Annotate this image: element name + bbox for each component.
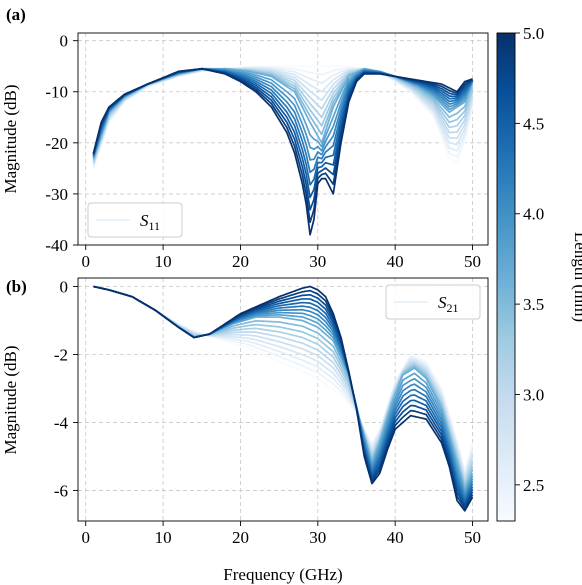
colorbar: 2.5 3.0 3.5 4.0 4.5 5.0 Length (mm) <box>496 24 582 522</box>
y-tick-label: -20 <box>45 134 68 153</box>
panel-b-legend: S21 <box>385 284 481 320</box>
y-tick-label: 0 <box>60 277 69 296</box>
y-tick-label: -2 <box>54 345 68 364</box>
x-tick-label: 10 <box>155 528 172 547</box>
svg-text:S21: S21 <box>438 293 459 315</box>
y-tick-label: -40 <box>45 236 68 255</box>
panel-a-legend-box <box>87 202 183 238</box>
x-tick-label: 0 <box>81 528 90 547</box>
panel-a-legend-main: S <box>140 211 149 230</box>
x-tick-label: 40 <box>387 528 404 547</box>
panel-a-frame <box>77 32 489 246</box>
svg-text:S11: S11 <box>140 211 160 233</box>
panel-a: 0 10 20 30 40 500-10-20-30-40 Magnitude (dB) … <box>1 5 489 271</box>
x-tick-label: 40 <box>387 252 404 271</box>
panel-b-ticks: 0 10 20 30 40 50 0 -2 -4 -6 <box>54 277 481 547</box>
y-tick-label: -10 <box>45 83 68 102</box>
series-line <box>92 67 473 236</box>
x-tick-label: 10 <box>155 252 172 271</box>
colorbar-tick-label: 5.0 <box>523 24 544 43</box>
colorbar-tick-label: 3.0 <box>523 385 544 404</box>
x-tick-label: 20 <box>232 528 249 547</box>
colorbar-tick-label: 3.5 <box>523 295 544 314</box>
panel-b: 0 10 20 30 40 50 0 -2 -4 -6 Magnitude (dB) (b) S2… <box>1 277 489 547</box>
colorbar-tick-label: 4.0 <box>523 205 544 224</box>
panel-a-ticks: 0 10 20 30 40 50 0 -10 -20 -30 -40 <box>45 32 481 271</box>
panel-b-frame <box>77 277 489 522</box>
panel-a-legend: S11 <box>87 202 183 238</box>
colorbar-bar <box>496 32 516 522</box>
panel-b-label: (b) <box>6 277 27 296</box>
x-tick-label: 50 <box>464 252 481 271</box>
panel-a-label: (a) <box>6 5 26 24</box>
series-line <box>93 285 474 512</box>
x-tick-label: 50 <box>464 528 481 547</box>
x-tick-label: 30 <box>309 528 326 547</box>
colorbar-tick-label: 2.5 <box>523 476 544 495</box>
series-line <box>93 285 474 510</box>
y-tick-label: -30 <box>45 185 68 204</box>
colorbar-label: Length (mm) <box>571 232 582 322</box>
panel-b-curves <box>93 285 474 512</box>
x-tick-label: 20 <box>232 252 249 271</box>
y-tick-label: -6 <box>54 481 68 500</box>
y-tick-label: -4 <box>54 413 69 432</box>
x-tick-label: 30 <box>309 252 326 271</box>
colorbar-tick-label: 4.5 <box>523 114 544 133</box>
colorbar-ticks: 2.5 3.0 3.5 4.0 4.5 5.0 <box>515 24 544 495</box>
shared-xlabel: Frequency (GHz) <box>223 565 342 584</box>
x-tick-label: 0 <box>81 252 90 271</box>
panel-b-legend-sub: 21 <box>447 301 459 315</box>
y-tick-label: 0 <box>60 32 69 51</box>
panel-a-ylabel: Magnitude (dB) <box>1 84 20 193</box>
panel-b-legend-box <box>385 284 481 320</box>
panel-a-legend-sub: 11 <box>149 219 161 233</box>
panel-a-curves <box>92 65 474 236</box>
panel-b-ylabel: Magnitude (dB) <box>1 345 20 454</box>
panel-b-legend-main: S <box>438 293 447 312</box>
